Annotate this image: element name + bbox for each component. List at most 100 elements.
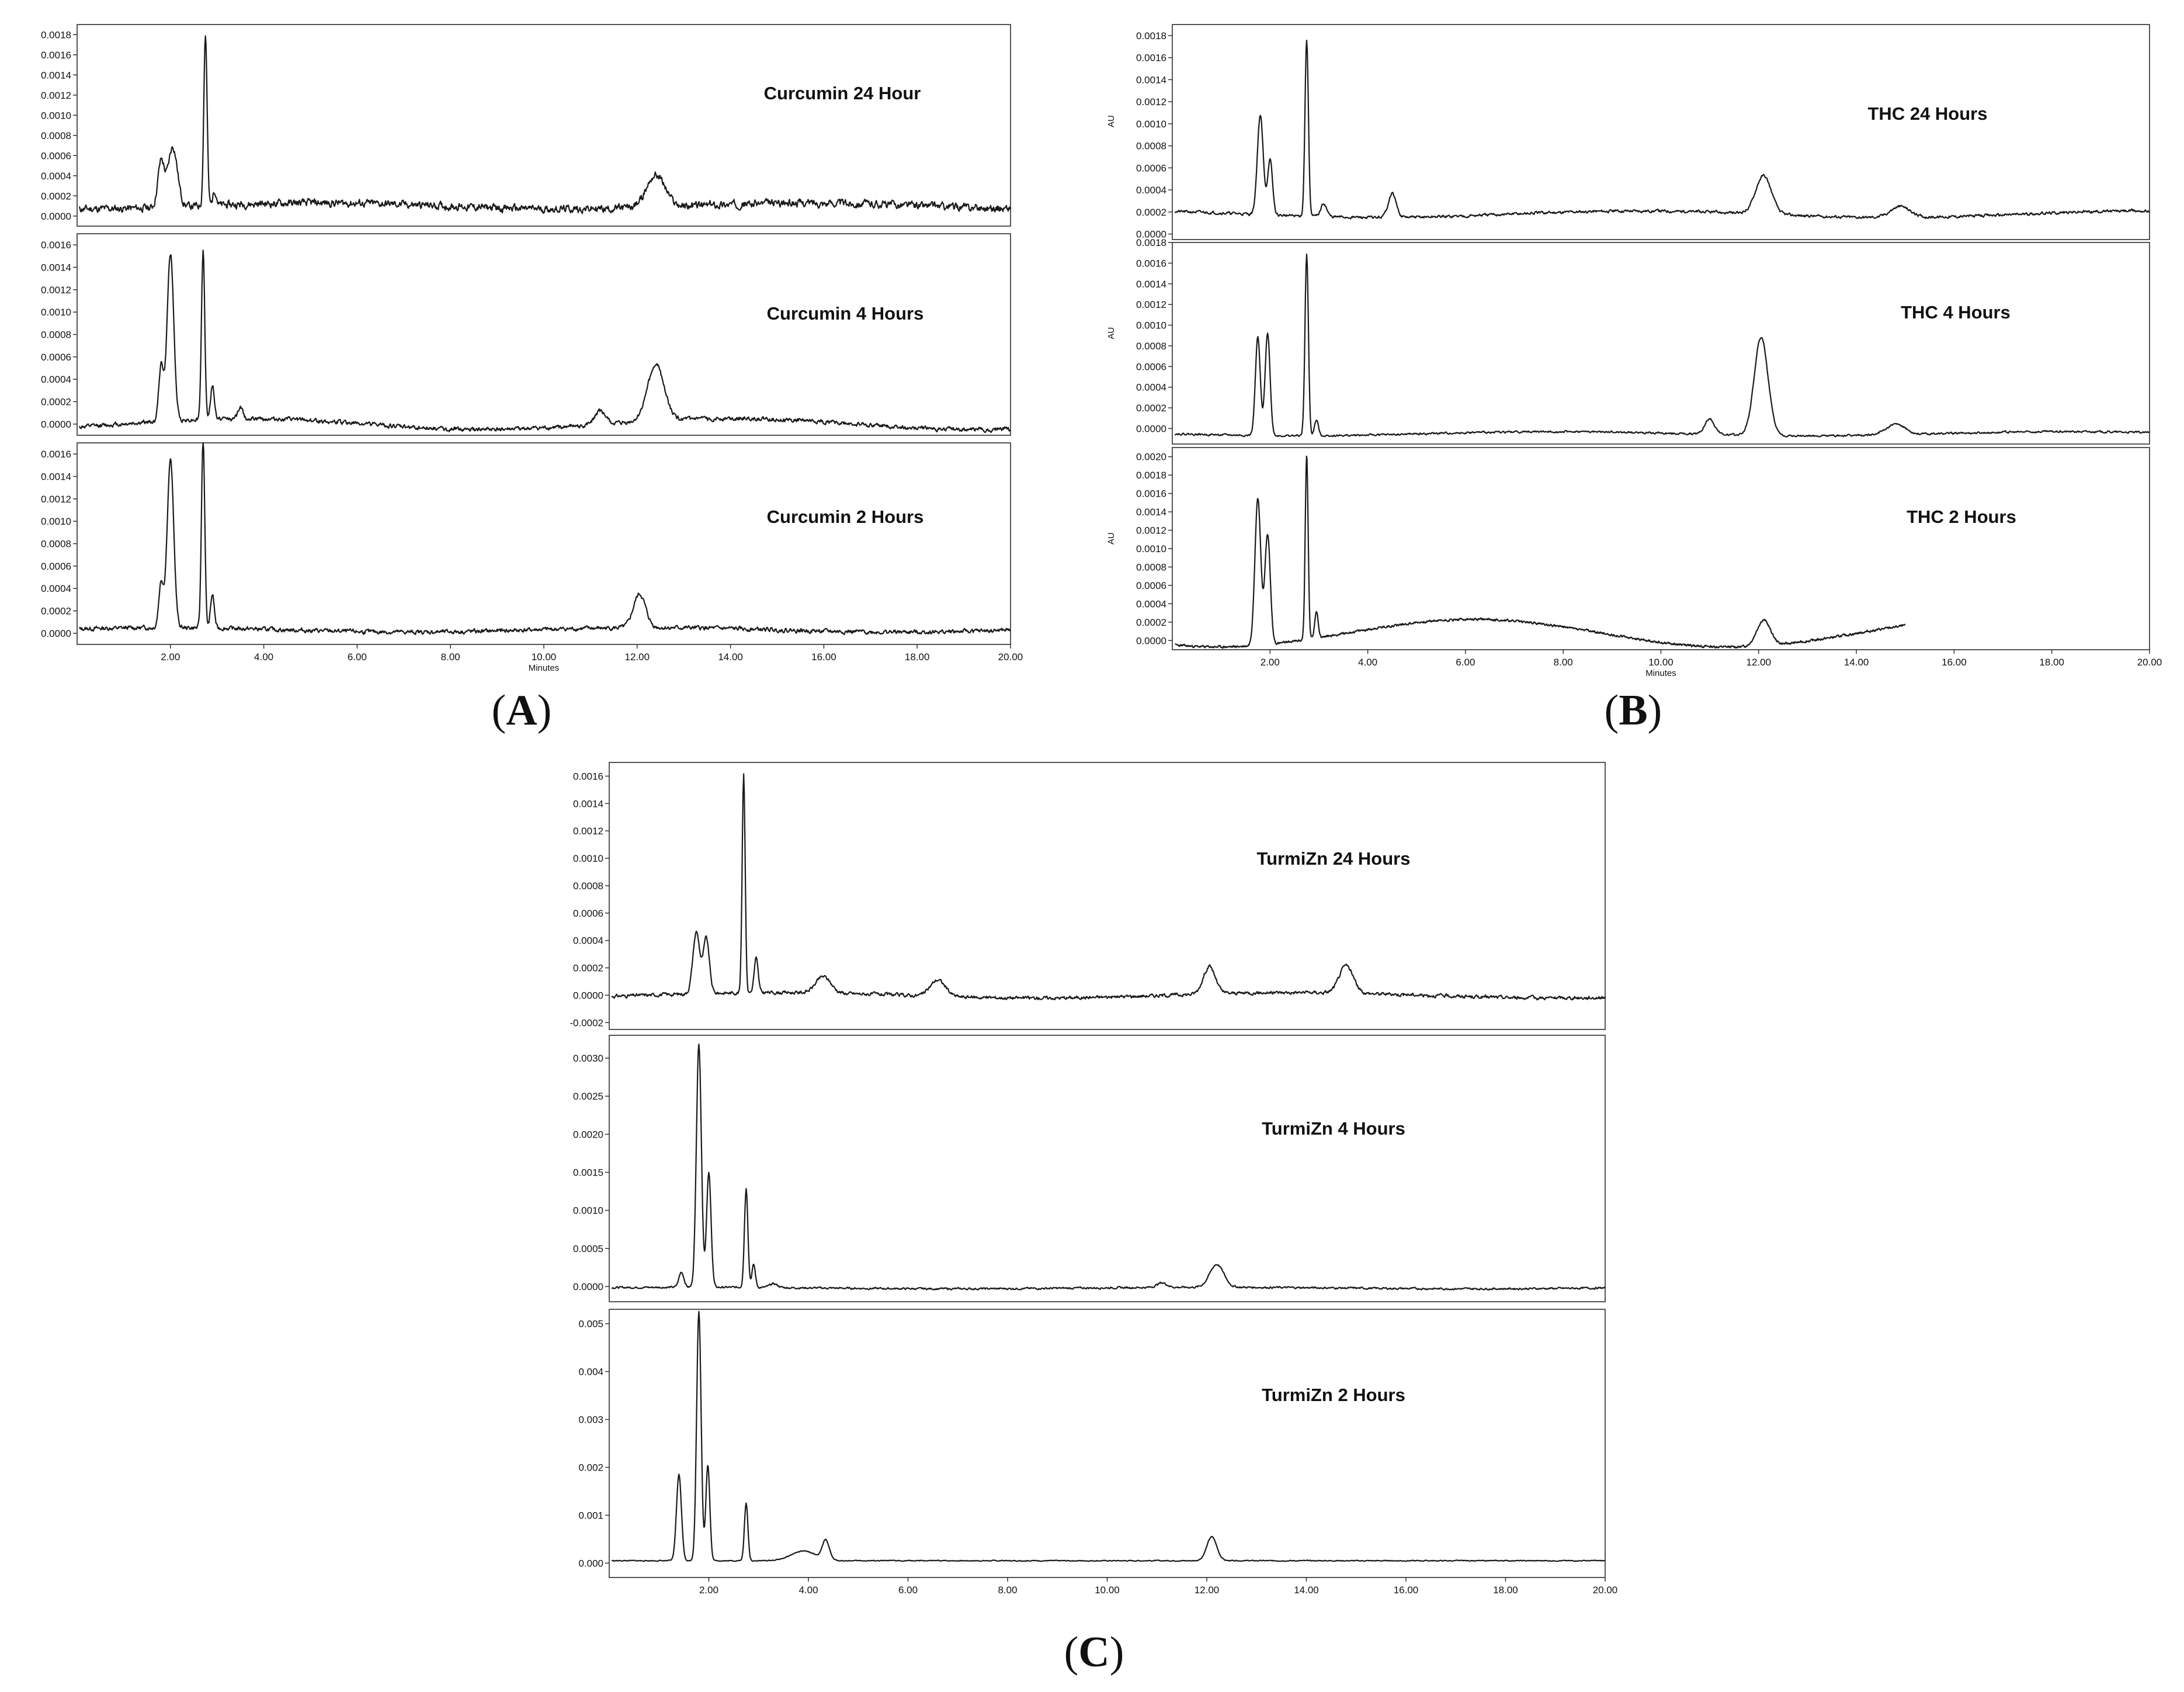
plot-frame <box>1172 24 2150 240</box>
y-tick-label: 0.0012 <box>1136 96 1166 108</box>
plots-layer: 0.0000 0.0002 0.0004 0.0006 0.0008 0.0010 0.00… <box>41 24 2162 1596</box>
y-tick-label: 0.0014 <box>41 471 71 483</box>
plot-frame <box>1172 447 2150 650</box>
x-tick-label: 8.00 <box>998 1584 1017 1596</box>
y-tick-label: 0.0008 <box>573 880 603 892</box>
chart-a-1: 0.0000 0.0002 0.0004 0.0006 0.0008 0.0010 0.00… <box>41 233 1011 436</box>
x-tick-label: 8.00 <box>1554 657 1573 668</box>
chromatogram-trace <box>78 35 1012 214</box>
x-tick-label: 8.00 <box>441 651 460 663</box>
y-tick-label: 0.0005 <box>573 1243 603 1254</box>
y-tick-label: 0.0006 <box>1136 580 1166 591</box>
x-tick-label: 6.00 <box>898 1584 918 1596</box>
chromatogram-trace <box>1174 253 2150 438</box>
y-tick-label: 0.0016 <box>1136 488 1166 500</box>
y-tick-label: 0.0008 <box>41 330 71 341</box>
y-tick-label: 0.0010 <box>41 307 71 318</box>
x-tick-label: 16.00 <box>1394 1584 1419 1596</box>
chart-a-2: 0.0000 0.0002 0.0004 0.0006 0.0008 0.0010 0.00… <box>41 442 1023 673</box>
y-tick-label: 0.0025 <box>573 1091 603 1102</box>
plot-frame <box>609 1309 1606 1578</box>
y-tick-label: 0.0004 <box>573 935 603 946</box>
y-tick-label: 0.0010 <box>41 516 71 527</box>
y-tick-label: 0.0016 <box>573 771 603 782</box>
chart-title: TurmiZn 2 Hours <box>1262 1385 1405 1405</box>
y-tick-label: 0.0008 <box>1136 341 1166 352</box>
chart-title: TurmiZn 24 Hours <box>1257 848 1411 869</box>
y-tick-label: 0.0004 <box>41 583 71 594</box>
y-tick-label: 0.0000 <box>573 990 603 1001</box>
y-tick-label: 0.0012 <box>1136 525 1166 536</box>
chart-b-2: 0.0000 0.0002 0.0004 0.0006 0.0008 0.0010 0.00… <box>1106 447 2162 678</box>
x-tick-label: 14.00 <box>718 651 743 663</box>
y-tick-label: 0.002 <box>578 1462 603 1473</box>
chart-c-2: 0.000 0.001 0.002 0.003 0.004 0.005 2.00 4.00 6.… <box>578 1309 1617 1596</box>
y-tick-label: 0.0014 <box>1136 279 1166 290</box>
y-tick-label: 0.0004 <box>1136 598 1166 609</box>
y-tick-label: 0.0002 <box>1136 207 1166 218</box>
y-axis-label: AU <box>1106 532 1116 545</box>
y-tick-label: 0.0000 <box>1136 635 1166 646</box>
x-tick-label: 4.00 <box>1358 657 1377 668</box>
y-tick-label: 0.0018 <box>1136 470 1166 481</box>
y-tick-label: 0.0006 <box>41 561 71 572</box>
y-tick-label: 0.0006 <box>1136 162 1166 174</box>
chromatogram-trace <box>611 1043 1606 1291</box>
panel-letter-b: (B) <box>1605 686 1662 734</box>
y-tick-label: 0.0006 <box>1136 361 1166 372</box>
chromatogram-trace <box>611 773 1606 1001</box>
y-tick-label: 0.0002 <box>41 190 71 202</box>
y-axis-label: AU <box>1106 115 1116 127</box>
plot-frame <box>77 24 1011 227</box>
y-tick-label: 0.0016 <box>41 50 71 61</box>
y-tick-label: 0.0002 <box>573 963 603 974</box>
x-tick-label: 4.00 <box>254 651 273 663</box>
x-tick-label: 14.00 <box>1294 1584 1319 1596</box>
y-tick-label: 0.0000 <box>41 211 71 222</box>
y-tick-label: 0.0030 <box>573 1053 603 1064</box>
x-tick-label: 20.00 <box>998 651 1023 663</box>
panel-letter-c: (C) <box>1064 1628 1124 1676</box>
y-tick-label: 0.0000 <box>1136 229 1166 240</box>
y-tick-label: 0.0018 <box>1136 237 1166 248</box>
x-tick-label: 18.00 <box>2039 657 2064 668</box>
y-tick-label: 0.0008 <box>1136 141 1166 152</box>
y-tick-label: 0.005 <box>578 1319 603 1330</box>
chart-c-1: 0.0000 0.0005 0.0010 0.0015 0.0020 0.0025 0.00… <box>573 1035 1606 1302</box>
x-tick-label: 10.00 <box>532 651 557 663</box>
y-tick-label: 0.0014 <box>41 262 71 273</box>
panel-letter-a: (A) <box>492 686 552 734</box>
y-tick-label: 0.0008 <box>1136 561 1166 573</box>
y-tick-label: 0.0000 <box>573 1281 603 1292</box>
y-tick-label: 0.0010 <box>573 1205 603 1216</box>
x-tick-label: 10.00 <box>1095 1584 1120 1596</box>
x-tick-label: 12.00 <box>625 651 650 663</box>
y-tick-label: 0.001 <box>578 1510 603 1521</box>
y-tick-label: 0.0000 <box>1136 423 1166 434</box>
y-tick-label: 0.0002 <box>41 397 71 408</box>
plot-frame <box>609 762 1606 1030</box>
y-tick-label: 0.0010 <box>41 110 71 121</box>
y-tick-label: 0.0018 <box>41 29 71 40</box>
plot-frame <box>609 1035 1606 1302</box>
y-tick-label: 0.0002 <box>41 606 71 617</box>
y-tick-label: 0.0012 <box>1136 299 1166 310</box>
y-tick-label: 0.0004 <box>41 374 71 385</box>
x-tick-label: 16.00 <box>811 651 836 663</box>
chromatogram-trace <box>1175 455 1906 649</box>
y-tick-label: 0.0016 <box>1136 53 1166 64</box>
chart-b-0: 0.0000 0.0002 0.0004 0.0006 0.0008 0.0010 0.00… <box>1106 24 2150 240</box>
x-tick-label: 12.00 <box>1195 1584 1220 1596</box>
y-tick-label: 0.0004 <box>1136 382 1166 393</box>
chromatogram-trace <box>1174 40 2150 220</box>
y-tick-label: 0.0004 <box>1136 185 1166 196</box>
y-tick-label: 0.0014 <box>573 798 603 809</box>
y-tick-label: 0.0008 <box>41 130 71 141</box>
y-tick-label: 0.0020 <box>573 1129 603 1140</box>
y-tick-label: 0.0018 <box>1136 30 1166 41</box>
y-tick-label: 0.0010 <box>573 853 603 864</box>
y-tick-label: -0.0002 <box>570 1017 603 1028</box>
chart-a-0: 0.0000 0.0002 0.0004 0.0006 0.0008 0.0010 0.00… <box>41 24 1012 227</box>
chart-title: Curcumin 4 Hours <box>767 303 924 324</box>
